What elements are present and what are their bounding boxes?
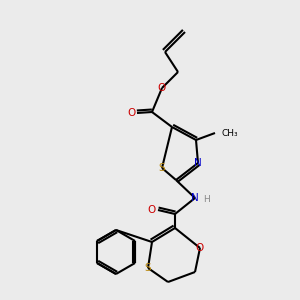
Text: O: O xyxy=(148,205,156,215)
Text: O: O xyxy=(196,243,204,253)
Text: CH₃: CH₃ xyxy=(221,128,238,137)
Text: S: S xyxy=(145,263,151,273)
Text: N: N xyxy=(191,193,199,203)
Text: H: H xyxy=(204,196,210,205)
Text: N: N xyxy=(194,158,202,168)
Text: O: O xyxy=(127,108,135,118)
Text: S: S xyxy=(159,163,165,173)
Text: O: O xyxy=(158,83,166,93)
